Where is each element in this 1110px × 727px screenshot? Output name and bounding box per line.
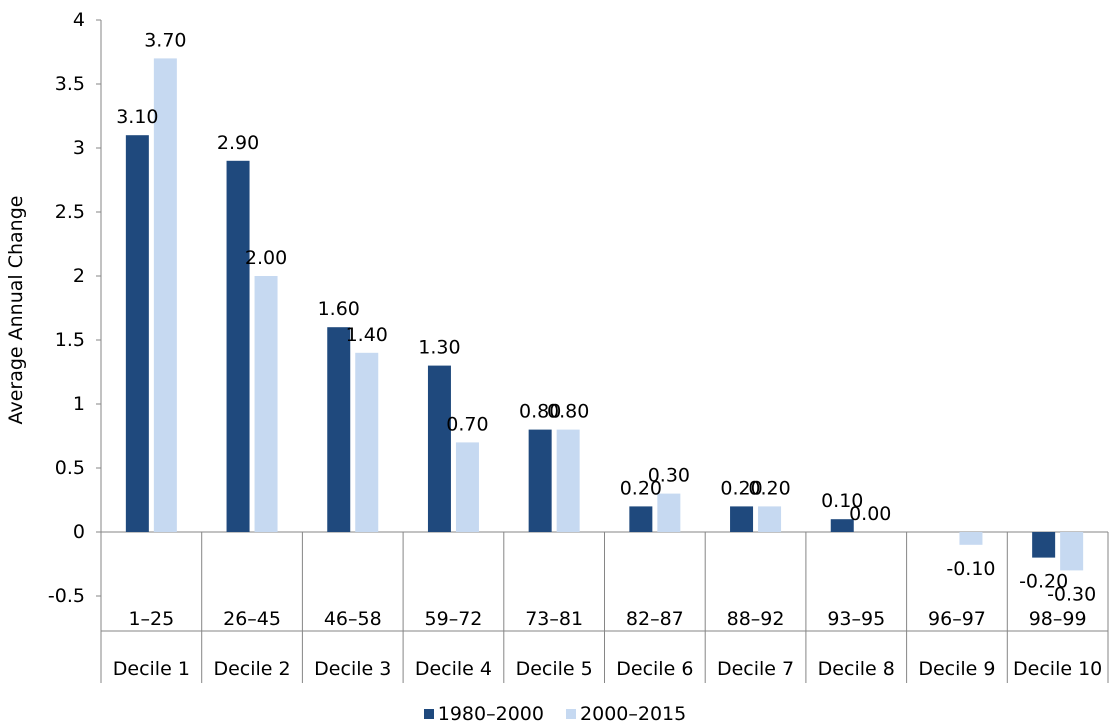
data-label: 3.70 <box>144 29 186 51</box>
data-label: 3.10 <box>116 106 158 128</box>
y-tick-label: 3.5 <box>55 73 85 95</box>
legend-item-series-2: 2000–2015 <box>566 703 686 725</box>
x-category-label: 96–97 <box>928 608 986 630</box>
data-label: 0.10 <box>821 490 863 512</box>
x-category-label: 73–81 <box>525 608 583 630</box>
bar-series-2 <box>1060 532 1084 571</box>
bars <box>125 58 1084 571</box>
legend-label: 1980–2000 <box>437 703 544 725</box>
x-axis: 1–25 Decile 1 26–45 Decile 2 46–58 Decile 3 59… <box>100 531 1109 683</box>
data-label: 0.80 <box>547 401 589 423</box>
x-category-label: 88–92 <box>727 608 785 630</box>
bar-series-2 <box>455 442 479 532</box>
data-label: 0.20 <box>720 477 762 499</box>
bar-series-2 <box>758 506 782 532</box>
x-group-label: Decile 10 <box>1013 658 1102 680</box>
data-label: 0.70 <box>446 413 488 435</box>
bar-series-2 <box>657 493 681 532</box>
data-label: -0.30 <box>1047 583 1096 605</box>
legend: 1980–2000 2000–2015 <box>0 702 1110 725</box>
x-category-label: 26–45 <box>223 608 281 630</box>
x-group-label: Decile 2 <box>213 658 290 680</box>
y-tick-label: 1 <box>73 393 85 415</box>
bar-series-1 <box>1032 532 1056 558</box>
x-group-label: Decile 4 <box>415 658 492 680</box>
data-label: -0.10 <box>946 558 995 580</box>
bar-series-1 <box>730 506 754 532</box>
bar-series-1 <box>528 429 552 532</box>
x-category-label: 98–99 <box>1029 608 1087 630</box>
legend-item-series-1: 1980–2000 <box>423 703 544 725</box>
x-category-label: 46–58 <box>324 608 382 630</box>
x-group-label: Decile 1 <box>113 658 190 680</box>
y-tick-label: -0.5 <box>48 585 85 607</box>
bar-series-1 <box>327 327 351 532</box>
y-tick-label: 2.5 <box>55 201 85 223</box>
x-group-label: Decile 6 <box>616 658 693 680</box>
x-group-label: Decile 3 <box>314 658 391 680</box>
data-label: 0.00 <box>849 503 891 525</box>
bar-series-2 <box>153 58 177 533</box>
bar-series-1 <box>830 519 854 532</box>
legend-swatch-icon <box>566 709 577 719</box>
data-label: 0.20 <box>748 477 790 499</box>
y-tick-label: 4 <box>73 9 85 31</box>
data-label: -0.20 <box>1019 571 1068 593</box>
legend-label: 2000–2015 <box>580 703 687 725</box>
y-tick-label: 3 <box>73 137 85 159</box>
x-group-label: Decile 9 <box>918 658 995 680</box>
y-tick-label: 2 <box>73 265 85 287</box>
x-group-label: Decile 8 <box>818 658 895 680</box>
bar-chart: -0.5 0 0.5 1 1.5 2 2.5 3 3.5 4 1–25 Decile 1 26–45 D… <box>5 9 1109 683</box>
data-label: 0.30 <box>648 465 690 487</box>
y-axis-label: Average Annual Change <box>5 196 27 425</box>
bar-series-1 <box>125 135 149 532</box>
y-tick-label: 0 <box>73 521 85 543</box>
bar-series-2 <box>556 429 580 532</box>
bar-series-2 <box>254 276 278 532</box>
data-label: 0.20 <box>620 477 662 499</box>
x-group-label: Decile 5 <box>516 658 593 680</box>
x-category-label: 93–95 <box>827 608 885 630</box>
data-label: 1.40 <box>346 324 388 346</box>
y-tick-label: 0.5 <box>55 457 85 479</box>
y-tick-label: 1.5 <box>55 329 85 351</box>
x-category-label: 82–87 <box>626 608 684 630</box>
x-category-label: 1–25 <box>128 608 174 630</box>
bar-series-1 <box>629 506 653 532</box>
x-category-label: 59–72 <box>425 608 483 630</box>
x-group-label: Decile 7 <box>717 658 794 680</box>
bar-series-2 <box>355 352 379 532</box>
legend-swatch-icon <box>423 709 434 719</box>
bar-series-1 <box>427 365 451 532</box>
data-label: 2.00 <box>245 247 287 269</box>
y-axis: -0.5 0 0.5 1 1.5 2 2.5 3 3.5 4 <box>48 9 102 607</box>
bar-labels: 3.102.901.601.300.800.20 0.200.10-0.203.7… <box>116 29 1096 605</box>
data-label: 2.90 <box>217 132 259 154</box>
bar-series-1 <box>226 160 250 533</box>
data-label: 0.80 <box>519 401 561 423</box>
data-label: 1.30 <box>418 337 460 359</box>
bar-series-2 <box>959 532 983 545</box>
data-label: 1.60 <box>318 298 360 320</box>
